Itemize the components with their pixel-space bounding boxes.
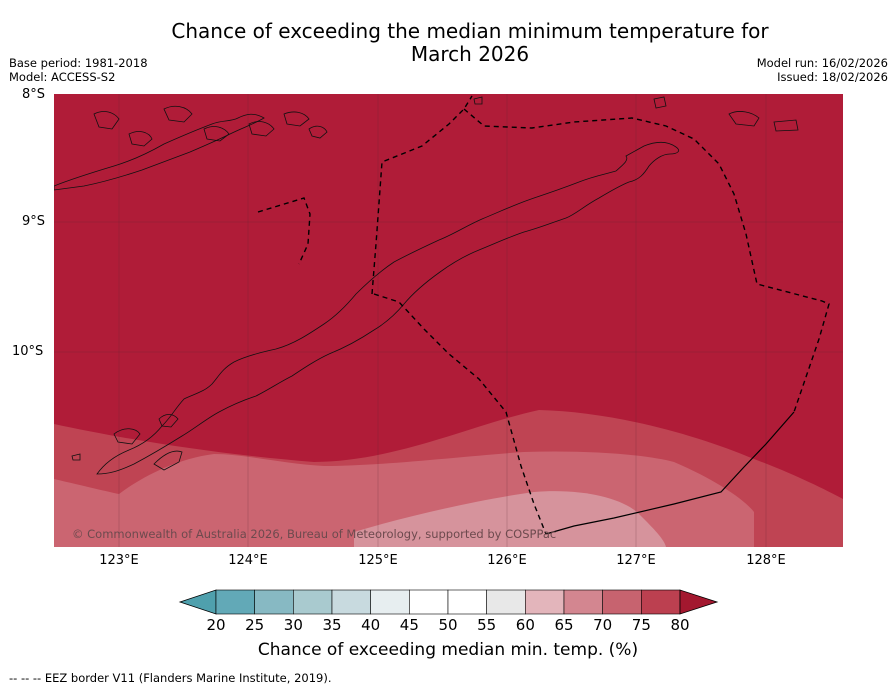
colorbar-tick-label: 50 [438,616,458,634]
grid-lines [54,94,843,547]
coast-islands-north-2 [93,105,328,147]
lon-label-127e: 127°E [616,553,656,568]
lon-label-125e: 125°E [358,553,398,568]
model-run: Model run: 16/02/2026 [756,56,888,70]
lon-label-126e: 126°E [487,553,527,568]
issued-date: Issued: 18/02/2026 [777,70,888,84]
colorbar-tick-label: 60 [515,616,535,634]
eez-border-northwest [257,197,311,265]
colorbar-segment [447,589,487,615]
eez-footnote: -- -- -- EEZ border V11 (Flanders Marine… [9,671,332,685]
colorbar-tick-label: 75 [631,616,651,634]
colorbar-segment [486,589,526,615]
lat-label-10s: 10°S [12,344,44,359]
model-name: Model: ACCESS-S2 [9,70,116,84]
title-line-1: Chance of exceeding the median minimum t… [171,19,769,43]
colorbar-segment [293,589,333,615]
colorbar-tick-label: 40 [361,616,381,634]
colorbar-segment [409,589,449,615]
lon-label-128e: 128°E [746,553,786,568]
eez-border-solid [545,411,795,535]
colorbar-tick-label: 65 [554,616,574,634]
eez-borders [257,95,830,535]
colorbar-tick-label: 20 [206,616,226,634]
colorbar-segment [602,589,642,615]
colorbar-segment [563,589,603,615]
colorbar-under-arrow [178,589,217,615]
map-title: Chance of exceeding the median minimum t… [140,20,800,66]
forecast-map: © Commonwealth of Australia 2026, Bureau… [54,94,843,547]
meta-left: Base period: 1981-2018 Model: ACCESS-S2 [9,56,148,84]
colorbar-over-arrow [679,589,719,615]
colorbar-tick-label: 45 [399,616,419,634]
colorbar-tick-label: 30 [283,616,303,634]
copyright-notice: © Commonwealth of Australia 2026, Bureau… [72,527,556,541]
lat-label-9s: 9°S [22,214,46,229]
colorbar-segment [641,589,681,615]
colorbar-tick-label: 25 [245,616,265,634]
colorbar-label: Chance of exceeding median min. temp. (%… [257,640,639,660]
colorbar [178,589,719,615]
coast-island-north [54,113,265,191]
zone-65-70 [354,491,666,547]
colorbar-segment [254,589,294,615]
colorbar-segment [331,589,371,615]
colorbar-tick-label: 55 [477,616,497,634]
coast-islands-west [71,414,183,471]
eez-border-timor-west [371,95,473,295]
lon-label-124e: 124°E [228,553,268,568]
meta-right: Model run: 16/02/2026 Issued: 18/02/2026 [757,56,888,84]
colorbar-tick-label: 70 [593,616,613,634]
coast-timor-island [96,141,679,475]
eez-border-south [373,293,547,535]
lat-label-8s: 8°S [22,87,46,102]
colorbar-tick-label: 80 [670,616,690,634]
base-period: Base period: 1981-2018 [9,56,148,70]
colorbar-segment [215,589,255,615]
coast-islands-northeast [473,96,799,132]
title-line-2: March 2026 [410,42,530,66]
coastlines [54,96,799,475]
colorbar-segment [525,589,565,615]
colorbar-segment [370,589,410,615]
colorbar-tick-label: 35 [322,616,342,634]
lon-label-123e: 123°E [99,553,139,568]
